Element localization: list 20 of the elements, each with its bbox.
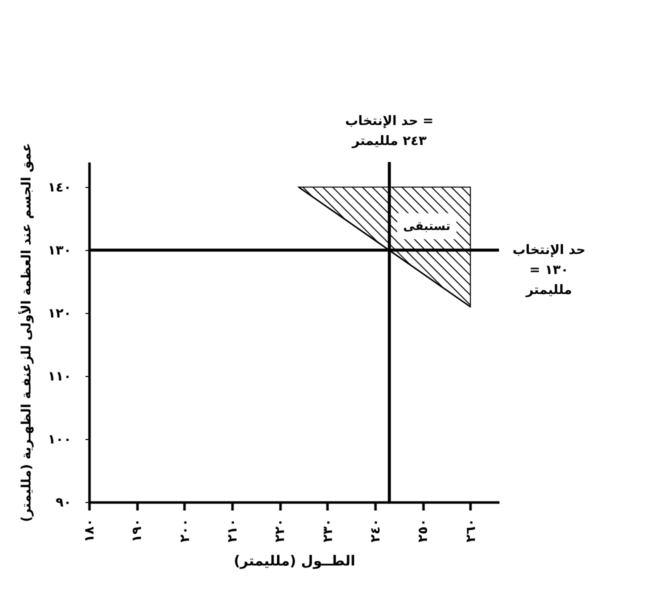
y-tick-label: ١٣٠ — [48, 244, 72, 259]
x-tick-label: ١٨٠ — [82, 518, 98, 542]
x-tick-label: ٢٣٠ — [320, 518, 336, 542]
annotation: تستبقى — [403, 219, 450, 234]
ref-line-label: حد الإنتخاب = ٢٤٣ ملليمتر — [345, 114, 434, 149]
x-tick-label: ٢٥٠ — [416, 518, 432, 542]
x-axis-title: الطــول (ملليمتر) — [234, 553, 356, 570]
x-tick-label: ٢٢٠ — [273, 518, 288, 542]
ref-line-label: حد الإنتخاب = ١٣٠ ملليمتر — [512, 243, 586, 298]
y-tick-label: ١٤٠ — [48, 180, 72, 196]
x-tick-label: ١٩٠ — [130, 518, 146, 542]
y-tick-label: ١١٠ — [48, 370, 72, 385]
x-tick-label: ٢٦٠ — [464, 518, 479, 542]
x-tick-label: ٢٤٠ — [368, 518, 384, 542]
y-tick-label: ١٠٠ — [48, 432, 72, 448]
x-tick-label: ٢١٠ — [226, 518, 241, 542]
x-tick-label: ٢٠٠ — [178, 518, 193, 542]
y-tick-label: ١٢٠ — [48, 306, 72, 322]
y-axis-title: عمق الجسم عند العظمة الأولى للزعنفـة الظهـرية (ملليمتر) — [18, 143, 35, 522]
y-tick-label: ٩٠ — [56, 496, 72, 510]
